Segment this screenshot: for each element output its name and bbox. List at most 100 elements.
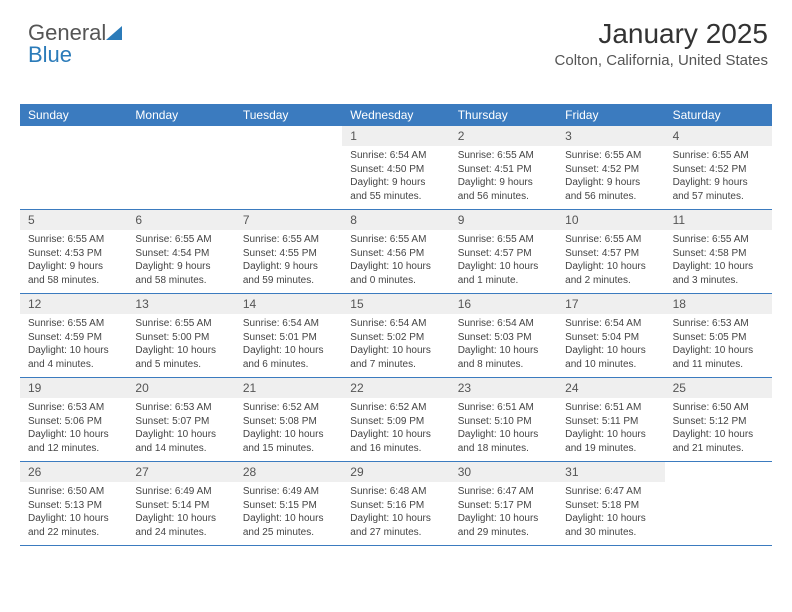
day-info: Sunrise: 6:55 AMSunset: 4:58 PMDaylight:… (665, 230, 772, 287)
day-info: Sunrise: 6:53 AMSunset: 5:07 PMDaylight:… (127, 398, 234, 455)
day-info: Sunrise: 6:55 AMSunset: 4:51 PMDaylight:… (450, 146, 557, 203)
date-number: 3 (557, 126, 664, 146)
day-info: Sunrise: 6:55 AMSunset: 4:53 PMDaylight:… (20, 230, 127, 287)
day-info: Sunrise: 6:47 AMSunset: 5:17 PMDaylight:… (450, 482, 557, 539)
sunset-text: Sunset: 4:50 PM (350, 163, 441, 177)
sunset-text: Sunset: 5:06 PM (28, 415, 119, 429)
date-number: 28 (235, 462, 342, 482)
date-number: 23 (450, 378, 557, 398)
calendar-cell: 12Sunrise: 6:55 AMSunset: 4:59 PMDayligh… (20, 294, 127, 377)
sunrise-text: Sunrise: 6:54 AM (243, 317, 334, 331)
day-header: Saturday (665, 104, 772, 126)
daylight-text: Daylight: 9 hours and 58 minutes. (28, 260, 119, 287)
sunset-text: Sunset: 4:57 PM (458, 247, 549, 261)
calendar-cell: 14Sunrise: 6:54 AMSunset: 5:01 PMDayligh… (235, 294, 342, 377)
sunset-text: Sunset: 5:14 PM (135, 499, 226, 513)
sunrise-text: Sunrise: 6:49 AM (243, 485, 334, 499)
date-number: 5 (20, 210, 127, 230)
sunrise-text: Sunrise: 6:54 AM (350, 149, 441, 163)
page-title: January 2025 (555, 18, 768, 50)
day-info: Sunrise: 6:55 AMSunset: 5:00 PMDaylight:… (127, 314, 234, 371)
sunset-text: Sunset: 4:53 PM (28, 247, 119, 261)
calendar-cell: 8Sunrise: 6:55 AMSunset: 4:56 PMDaylight… (342, 210, 449, 293)
date-number: 21 (235, 378, 342, 398)
sunrise-text: Sunrise: 6:52 AM (350, 401, 441, 415)
daylight-text: Daylight: 9 hours and 57 minutes. (673, 176, 764, 203)
calendar-cell: 18Sunrise: 6:53 AMSunset: 5:05 PMDayligh… (665, 294, 772, 377)
sunrise-text: Sunrise: 6:53 AM (135, 401, 226, 415)
calendar-cell: 19Sunrise: 6:53 AMSunset: 5:06 PMDayligh… (20, 378, 127, 461)
daylight-text: Daylight: 10 hours and 21 minutes. (673, 428, 764, 455)
sunrise-text: Sunrise: 6:55 AM (28, 233, 119, 247)
calendar-cell (665, 462, 772, 545)
day-info: Sunrise: 6:53 AMSunset: 5:06 PMDaylight:… (20, 398, 127, 455)
sunrise-text: Sunrise: 6:55 AM (135, 317, 226, 331)
date-number: 6 (127, 210, 234, 230)
sunset-text: Sunset: 4:51 PM (458, 163, 549, 177)
daylight-text: Daylight: 10 hours and 4 minutes. (28, 344, 119, 371)
daylight-text: Daylight: 10 hours and 11 minutes. (673, 344, 764, 371)
sunset-text: Sunset: 5:05 PM (673, 331, 764, 345)
daylight-text: Daylight: 9 hours and 56 minutes. (565, 176, 656, 203)
calendar-cell: 29Sunrise: 6:48 AMSunset: 5:16 PMDayligh… (342, 462, 449, 545)
sunrise-text: Sunrise: 6:47 AM (565, 485, 656, 499)
day-info: Sunrise: 6:55 AMSunset: 4:54 PMDaylight:… (127, 230, 234, 287)
day-info: Sunrise: 6:55 AMSunset: 4:55 PMDaylight:… (235, 230, 342, 287)
sunset-text: Sunset: 5:04 PM (565, 331, 656, 345)
calendar-cell: 13Sunrise: 6:55 AMSunset: 5:00 PMDayligh… (127, 294, 234, 377)
sunset-text: Sunset: 4:55 PM (243, 247, 334, 261)
sunset-text: Sunset: 5:03 PM (458, 331, 549, 345)
day-info: Sunrise: 6:55 AMSunset: 4:56 PMDaylight:… (342, 230, 449, 287)
calendar-cell: 10Sunrise: 6:55 AMSunset: 4:57 PMDayligh… (557, 210, 664, 293)
day-info: Sunrise: 6:55 AMSunset: 4:59 PMDaylight:… (20, 314, 127, 371)
day-header-row: SundayMondayTuesdayWednesdayThursdayFrid… (20, 104, 772, 126)
sunset-text: Sunset: 5:13 PM (28, 499, 119, 513)
calendar-cell: 16Sunrise: 6:54 AMSunset: 5:03 PMDayligh… (450, 294, 557, 377)
sunrise-text: Sunrise: 6:54 AM (350, 317, 441, 331)
calendar-week: 19Sunrise: 6:53 AMSunset: 5:06 PMDayligh… (20, 378, 772, 462)
day-info: Sunrise: 6:49 AMSunset: 5:15 PMDaylight:… (235, 482, 342, 539)
calendar-cell: 1Sunrise: 6:54 AMSunset: 4:50 PMDaylight… (342, 126, 449, 209)
sunset-text: Sunset: 4:52 PM (565, 163, 656, 177)
day-info: Sunrise: 6:54 AMSunset: 5:01 PMDaylight:… (235, 314, 342, 371)
daylight-text: Daylight: 10 hours and 2 minutes. (565, 260, 656, 287)
date-number: 29 (342, 462, 449, 482)
sunrise-text: Sunrise: 6:54 AM (565, 317, 656, 331)
day-info: Sunrise: 6:48 AMSunset: 5:16 PMDaylight:… (342, 482, 449, 539)
calendar-week: 26Sunrise: 6:50 AMSunset: 5:13 PMDayligh… (20, 462, 772, 546)
calendar-cell: 9Sunrise: 6:55 AMSunset: 4:57 PMDaylight… (450, 210, 557, 293)
calendar-cell: 28Sunrise: 6:49 AMSunset: 5:15 PMDayligh… (235, 462, 342, 545)
day-info: Sunrise: 6:53 AMSunset: 5:05 PMDaylight:… (665, 314, 772, 371)
date-number: 16 (450, 294, 557, 314)
sunrise-text: Sunrise: 6:53 AM (28, 401, 119, 415)
sunset-text: Sunset: 5:15 PM (243, 499, 334, 513)
header: January 2025 Colton, California, United … (555, 18, 768, 69)
calendar-cell: 11Sunrise: 6:55 AMSunset: 4:58 PMDayligh… (665, 210, 772, 293)
day-header: Friday (557, 104, 664, 126)
daylight-text: Daylight: 10 hours and 15 minutes. (243, 428, 334, 455)
calendar-cell: 26Sunrise: 6:50 AMSunset: 5:13 PMDayligh… (20, 462, 127, 545)
daylight-text: Daylight: 10 hours and 30 minutes. (565, 512, 656, 539)
sunrise-text: Sunrise: 6:53 AM (673, 317, 764, 331)
sunset-text: Sunset: 5:12 PM (673, 415, 764, 429)
logo-text-2: Blue (28, 42, 72, 67)
calendar-cell: 24Sunrise: 6:51 AMSunset: 5:11 PMDayligh… (557, 378, 664, 461)
sunset-text: Sunset: 5:07 PM (135, 415, 226, 429)
sunrise-text: Sunrise: 6:55 AM (673, 233, 764, 247)
calendar-cell: 4Sunrise: 6:55 AMSunset: 4:52 PMDaylight… (665, 126, 772, 209)
sunrise-text: Sunrise: 6:50 AM (673, 401, 764, 415)
date-number: 4 (665, 126, 772, 146)
sunrise-text: Sunrise: 6:55 AM (243, 233, 334, 247)
calendar-week: 5Sunrise: 6:55 AMSunset: 4:53 PMDaylight… (20, 210, 772, 294)
sunrise-text: Sunrise: 6:55 AM (458, 149, 549, 163)
daylight-text: Daylight: 10 hours and 27 minutes. (350, 512, 441, 539)
date-number: 7 (235, 210, 342, 230)
sunrise-text: Sunrise: 6:55 AM (28, 317, 119, 331)
calendar-cell: 25Sunrise: 6:50 AMSunset: 5:12 PMDayligh… (665, 378, 772, 461)
calendar-week: 12Sunrise: 6:55 AMSunset: 4:59 PMDayligh… (20, 294, 772, 378)
date-number: 2 (450, 126, 557, 146)
sunset-text: Sunset: 4:57 PM (565, 247, 656, 261)
calendar-cell: 17Sunrise: 6:54 AMSunset: 5:04 PMDayligh… (557, 294, 664, 377)
daylight-text: Daylight: 10 hours and 19 minutes. (565, 428, 656, 455)
day-info: Sunrise: 6:50 AMSunset: 5:13 PMDaylight:… (20, 482, 127, 539)
